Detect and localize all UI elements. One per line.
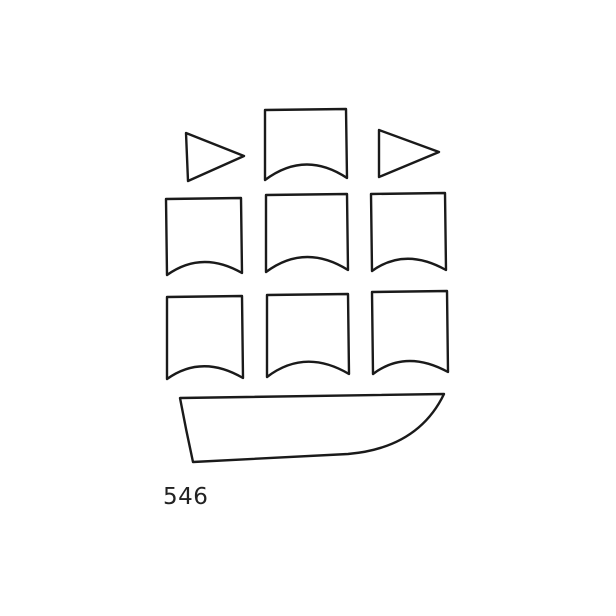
figure-number: 546 <box>163 484 209 510</box>
middle-right-sail <box>369 191 448 273</box>
left-pennant-triangle <box>184 131 246 183</box>
right-pennant-triangle <box>377 128 441 179</box>
lower-right-sail <box>370 289 450 376</box>
middle-center-sail <box>264 192 350 274</box>
ship-hull <box>178 392 446 464</box>
top-sail <box>263 107 349 182</box>
lower-left-sail <box>165 294 245 381</box>
lower-center-sail <box>265 292 351 379</box>
middle-left-sail <box>164 196 244 277</box>
